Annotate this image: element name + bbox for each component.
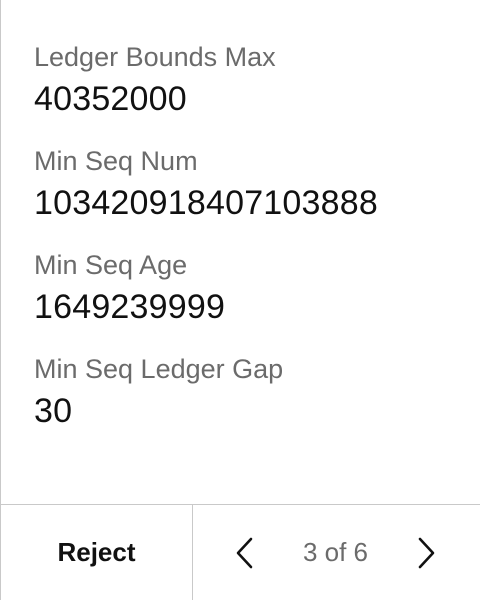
field-min-seq-age: Min Seq Age 1649239999 [34,246,480,330]
field-min-seq-num: Min Seq Num 103420918407103888 [34,142,480,226]
reject-button[interactable]: Reject [1,505,193,600]
field-value: 1649239999 [34,288,226,326]
field-value: 40352000 [34,80,187,118]
next-page-button[interactable] [412,531,442,575]
field-min-seq-ledger-gap: Min Seq Ledger Gap 30 [34,350,480,434]
field-ledger-bounds-max: Ledger Bounds Max 40352000 [34,38,480,122]
field-value: 103420918407103888 [34,184,378,222]
page-indicator: 3 of 6 [302,537,369,567]
chevron-left-icon [236,537,253,568]
details-list: Ledger Bounds Max 40352000 Min Seq Num 1… [34,38,480,434]
field-label: Ledger Bounds Max [34,42,276,72]
field-label: Min Seq Num [34,146,198,176]
footer-bar: Reject 3 of 6 [1,504,480,600]
field-value: 30 [34,392,73,430]
field-label: Min Seq Age [34,250,188,280]
chevron-right-icon [418,537,435,568]
pager: 3 of 6 [193,505,480,600]
previous-page-button[interactable] [229,531,259,575]
field-label: Min Seq Ledger Gap [34,354,284,384]
